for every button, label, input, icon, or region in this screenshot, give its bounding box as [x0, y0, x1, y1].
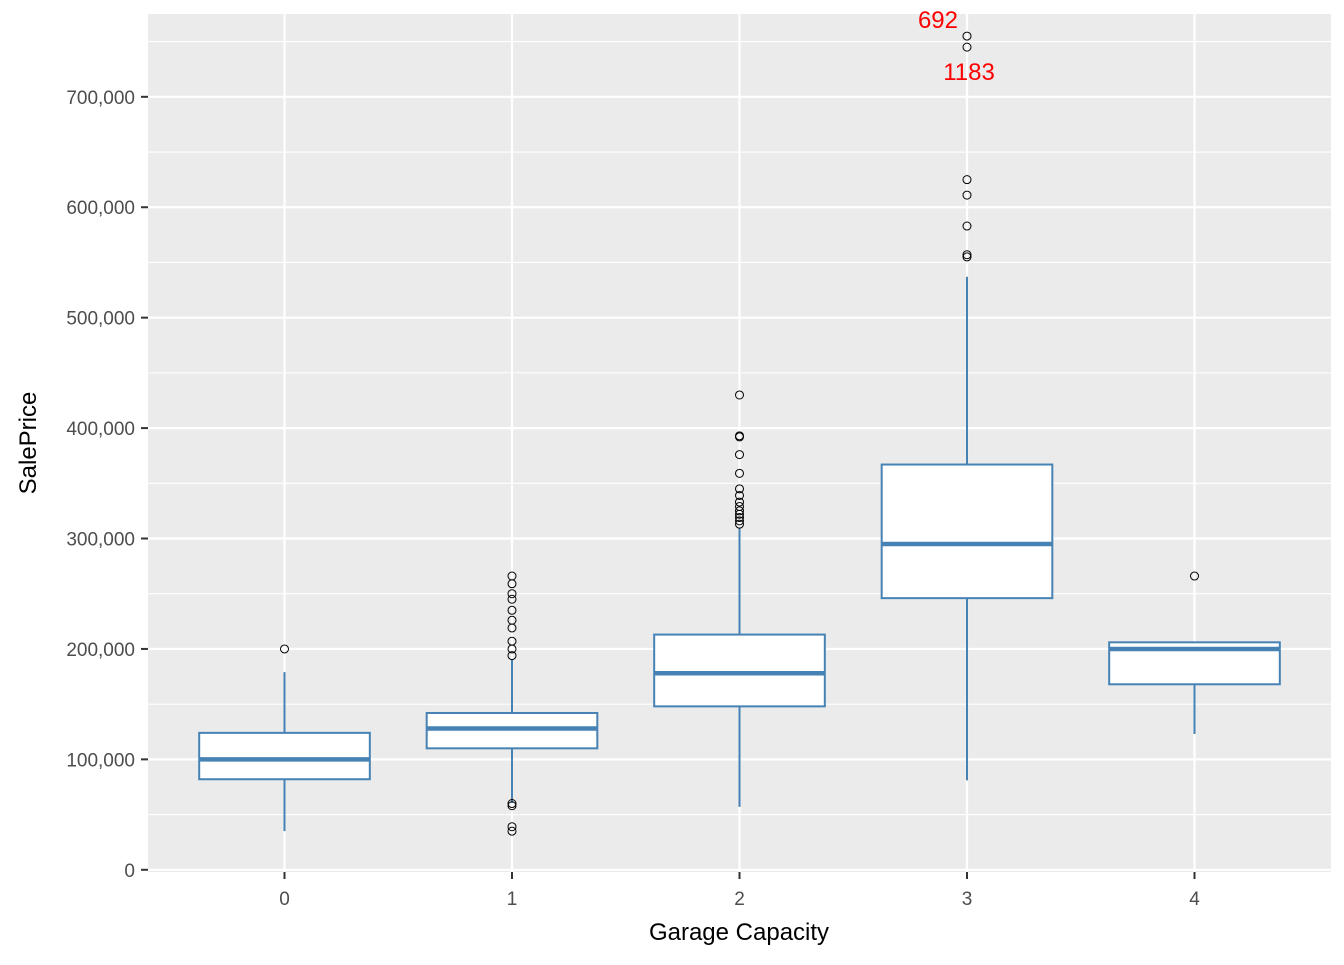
annotation-label: 1183: [943, 59, 995, 86]
x-axis: 0 1 2 3 4: [279, 872, 1200, 910]
outlier-point: [507, 594, 517, 604]
outlier-point: [280, 644, 289, 654]
outlier-point: [735, 450, 744, 460]
outlier-point: [507, 799, 517, 809]
outlier-point: [962, 190, 972, 200]
iqr-box: [653, 633, 826, 708]
outlier-point: [507, 636, 517, 646]
outlier-point: [1190, 571, 1199, 581]
outlier-point: [962, 221, 972, 231]
outlier-point: [735, 497, 744, 507]
boxplot-4: [1108, 571, 1281, 734]
outlier-point: [735, 506, 744, 516]
x-tick-label: 1: [507, 889, 518, 910]
boxplots: [198, 31, 1281, 836]
y-axis-title: SalePrice: [15, 392, 42, 495]
outlier-point: [507, 826, 517, 836]
outlier-point: [735, 484, 744, 494]
boxplot-3: [880, 31, 1054, 781]
outlier-point: [962, 250, 972, 260]
outlier-point: [735, 501, 744, 511]
outlier-point: [735, 513, 744, 523]
outlier-point: [735, 490, 744, 500]
x-tick-label: 3: [962, 889, 973, 910]
x-axis-title: Garage Capacity: [649, 919, 829, 946]
outlier-point: [735, 390, 744, 400]
annotation-label: 692: [918, 7, 958, 34]
outlier-point: [735, 516, 744, 526]
outlier-point: [507, 605, 517, 615]
y-tick-label: 500,000: [66, 309, 135, 330]
outlier-point: [962, 42, 972, 52]
outlier-point: [507, 651, 517, 661]
outlier-point: [507, 801, 517, 811]
x-tick-label: 4: [1189, 889, 1200, 910]
y-tick-label: 0: [124, 861, 135, 882]
outlier-point: [735, 468, 744, 478]
boxplot-2: [653, 390, 826, 807]
outlier-point: [962, 31, 972, 41]
x-tick-label: 0: [279, 889, 290, 910]
outlier-point: [507, 615, 517, 625]
outlier-point: [962, 175, 972, 185]
boxplot-0: [198, 644, 371, 832]
outlier-point: [735, 519, 744, 529]
y-tick-label: 300,000: [66, 530, 135, 551]
y-tick-label: 700,000: [66, 88, 135, 109]
y-tick-label: 600,000: [66, 198, 135, 219]
y-tick-label: 400,000: [66, 419, 135, 440]
point-annotations: 692 1183: [918, 7, 995, 86]
outlier-point: [735, 431, 744, 441]
x-tick-label: 2: [734, 889, 745, 910]
y-axis: 0 100,000 200,000 300,000 400,000 500,000 600,…: [66, 88, 148, 882]
outlier-point: [507, 589, 517, 599]
outlier-point: [507, 822, 517, 832]
outlier-point: [962, 252, 972, 262]
y-tick-label: 200,000: [66, 640, 135, 661]
boxplot-1: [425, 571, 599, 836]
y-tick-label: 100,000: [66, 750, 135, 771]
iqr-box: [880, 463, 1054, 600]
outlier-point: [507, 571, 517, 581]
iqr-box: [198, 731, 371, 781]
